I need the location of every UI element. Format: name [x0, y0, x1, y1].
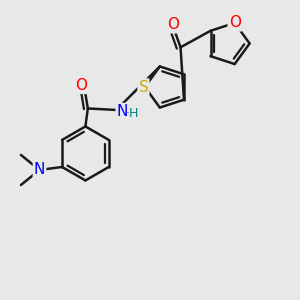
- Text: O: O: [229, 16, 241, 31]
- Text: ·H: ·H: [125, 107, 139, 120]
- Text: O: O: [167, 17, 179, 32]
- Text: N: N: [34, 163, 45, 178]
- Text: N: N: [117, 104, 128, 119]
- Text: O: O: [75, 78, 87, 93]
- Text: S: S: [139, 80, 148, 94]
